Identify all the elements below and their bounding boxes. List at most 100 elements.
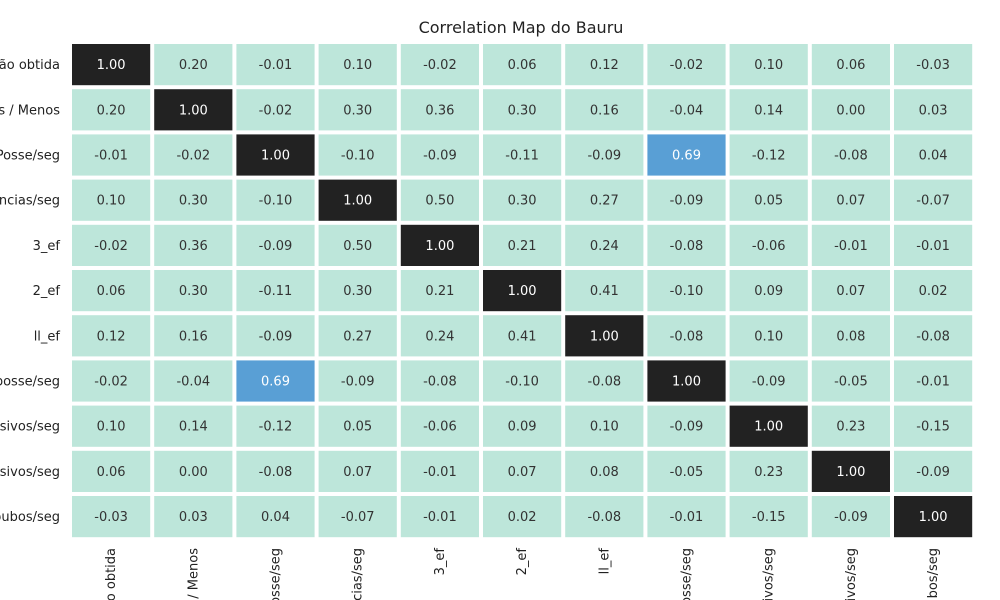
heatmap-cell: [154, 496, 233, 538]
cell-value-label: -0.10: [259, 194, 293, 209]
x-tick-label: ivos/seg: [844, 548, 859, 600]
cell-value-label: 0.00: [836, 103, 865, 118]
heatmap-cell: [729, 360, 808, 402]
cell-value-label: 0.12: [97, 329, 126, 344]
cell-value-label: -0.11: [505, 149, 539, 164]
heatmap-cell: [483, 44, 562, 86]
heatmap-cell: [400, 224, 479, 266]
cell-value-label: 0.14: [179, 420, 208, 435]
cell-value-label: -0.07: [341, 510, 375, 525]
cell-value-label: 0.36: [179, 239, 208, 254]
heatmap-cell: [894, 496, 973, 538]
cell-value-label: -0.08: [423, 375, 457, 390]
heatmap-cell: [72, 405, 151, 447]
cell-value-label: -0.09: [752, 375, 786, 390]
cell-value-label: 0.14: [754, 103, 783, 118]
chart-title: Correlation Map do Bauru: [419, 18, 624, 37]
heatmap-cell: [565, 360, 644, 402]
cell-value-label: 0.10: [590, 420, 619, 435]
heatmap-cell: [400, 44, 479, 86]
heatmap-cell: [647, 496, 726, 538]
heatmap-cell: [565, 315, 644, 357]
heatmap-cell: [565, 270, 644, 312]
cell-value-label: 0.16: [179, 329, 208, 344]
heatmap-cell: [154, 315, 233, 357]
y-axis-labels: ção obtida s / Menos Posse/seg encias/seg 3_…: [0, 58, 60, 525]
heatmap-cell: [647, 89, 726, 131]
cell-value-label: 0.23: [754, 465, 783, 480]
cell-value-label: -0.09: [834, 510, 868, 525]
heatmap-cell: [236, 270, 315, 312]
heatmap-cell: [318, 134, 397, 176]
cell-value-label: 0.50: [425, 194, 454, 209]
x-tick-label: bos/seg: [926, 548, 941, 598]
cell-value-label: 0.07: [836, 194, 865, 209]
heatmap-cell: [565, 134, 644, 176]
cell-value-label: 0.27: [343, 329, 372, 344]
heatmap-cell: [811, 270, 890, 312]
cell-value-label: -0.09: [916, 465, 950, 480]
heatmap-cell: [154, 224, 233, 266]
heatmap-cell: [318, 405, 397, 447]
heatmap-cell: [400, 270, 479, 312]
cell-value-label: -0.01: [670, 510, 704, 525]
cell-value-label: 0.04: [919, 149, 948, 164]
heatmap-cell: [318, 315, 397, 357]
heatmap-cell: [236, 224, 315, 266]
heatmap-cell: [236, 360, 315, 402]
heatmap-cells: 1.00 0.20 -0.01 0.10 -0.02 0.06 0.12 -0.02 0.10 0…: [72, 44, 973, 538]
heatmap-cell: [72, 360, 151, 402]
heatmap-cell: [72, 270, 151, 312]
cell-value-label: 0.69: [261, 375, 290, 390]
heatmap-cell: [72, 496, 151, 538]
heatmap-cell: [483, 224, 562, 266]
heatmap-cell: [811, 450, 890, 492]
heatmap-cell: [154, 450, 233, 492]
cell-value-label: 1.00: [919, 510, 948, 525]
heatmap-cell: [811, 405, 890, 447]
heatmap-cell: [647, 450, 726, 492]
heatmap-cell: [318, 360, 397, 402]
heatmap-cell: [811, 496, 890, 538]
cell-value-label: -0.08: [916, 329, 950, 344]
heatmap-cell: [318, 270, 397, 312]
cell-value-label: 0.10: [754, 329, 783, 344]
cell-value-label: -0.01: [423, 510, 457, 525]
heatmap-cell: [811, 179, 890, 221]
heatmap-cell: [729, 134, 808, 176]
y-tick-label: 2_ef: [33, 284, 61, 299]
cell-value-label: 0.05: [754, 194, 783, 209]
cell-value-label: 0.00: [179, 465, 208, 480]
cell-value-label: -0.01: [423, 465, 457, 480]
heatmap-cell: [318, 89, 397, 131]
cell-value-label: -0.01: [916, 375, 950, 390]
heatmap-cell: [729, 450, 808, 492]
cell-value-label: -0.01: [94, 149, 128, 164]
heatmap-cell: [894, 315, 973, 357]
heatmap-cell: [154, 134, 233, 176]
cell-value-label: 0.10: [97, 420, 126, 435]
heatmap-cell: [318, 44, 397, 86]
heatmap-cell: [811, 89, 890, 131]
heatmap-cell: [483, 315, 562, 357]
heatmap-cell: [483, 179, 562, 221]
x-tick-label: 3_ef: [433, 548, 448, 576]
cell-value-label: -0.02: [423, 58, 457, 73]
heatmap-cell: [400, 450, 479, 492]
heatmap-cell: [894, 89, 973, 131]
cell-value-label: 0.21: [425, 284, 454, 299]
heatmap-cell: [236, 450, 315, 492]
heatmap-cell: [236, 44, 315, 86]
heatmap-cell: [318, 496, 397, 538]
cell-value-label: 0.30: [343, 284, 372, 299]
cell-value-label: -0.08: [259, 465, 293, 480]
y-tick-label: s / Menos: [0, 103, 60, 118]
cell-value-label: 0.06: [508, 58, 537, 73]
cell-value-label: 0.05: [343, 420, 372, 435]
y-tick-label: nsivos/seg: [0, 465, 60, 480]
cell-value-label: 0.10: [343, 58, 372, 73]
cell-value-label: -0.10: [341, 149, 375, 164]
heatmap-cell: [729, 179, 808, 221]
cell-value-label: 0.07: [508, 465, 537, 480]
heatmap-cell: [647, 270, 726, 312]
